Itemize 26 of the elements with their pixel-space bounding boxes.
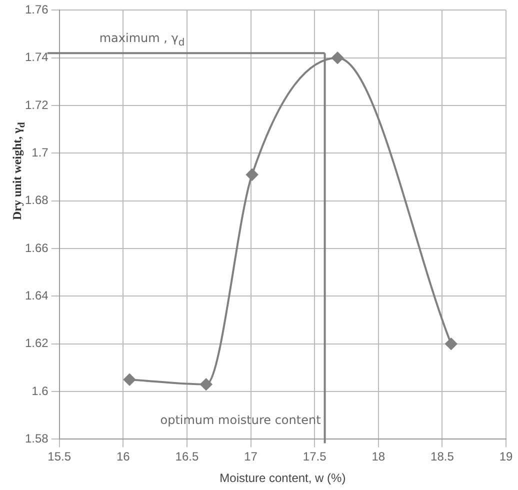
point: [445, 338, 458, 350]
x-tick-label: 17: [244, 450, 258, 464]
x-tick-label: 15.5: [48, 450, 72, 464]
point: [200, 378, 212, 390]
y-tick-label: 1.68: [24, 193, 49, 208]
y-tick-label: 1.64: [24, 288, 49, 303]
x-tick-label: 19: [499, 450, 513, 464]
y-tick-label: 1.72: [24, 98, 49, 112]
y-tick-label: 1.7: [32, 146, 49, 160]
ref-line-label: optimum moisture content: [160, 413, 321, 428]
y-tick-label: 1.62: [24, 336, 49, 350]
x-tick-label: 16.5: [175, 450, 199, 464]
x-tick-label: 16: [116, 450, 130, 464]
x-tick-label: 18: [372, 450, 386, 464]
point: [246, 168, 258, 181]
y-tick-label: 1.76: [24, 2, 49, 17]
point: [332, 52, 344, 64]
x-axis-title: Moisture content, w (%): [220, 471, 346, 486]
y-tick-label: 1.66: [24, 240, 49, 255]
y-tick-label: 1.6: [32, 384, 49, 398]
y-tick-label: 1.74: [24, 50, 49, 64]
x-tick-label: 18.5: [430, 450, 454, 464]
point: [124, 374, 136, 386]
x-tick-label: 17.5: [302, 450, 327, 464]
ref-line-label: maximum , γ$_{d}$: [99, 31, 185, 48]
y-tick-label: 1.58: [24, 432, 49, 446]
